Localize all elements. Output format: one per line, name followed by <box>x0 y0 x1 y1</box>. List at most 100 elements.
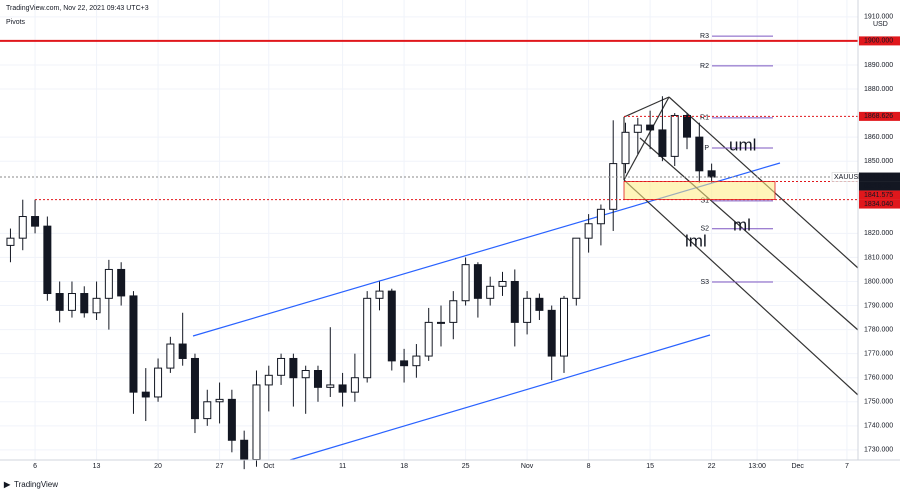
y-tick-label: 1860.000 <box>864 134 893 141</box>
candle-body <box>646 124 655 131</box>
candle-body <box>584 223 593 239</box>
x-tick-label: 6 <box>33 463 37 470</box>
candle-body <box>400 360 409 367</box>
candle-body <box>375 290 384 299</box>
price-badge <box>859 199 900 209</box>
pivot-label: S1 <box>700 198 709 205</box>
candle-body <box>18 216 27 239</box>
candle-body <box>264 374 273 386</box>
candle-body <box>707 170 716 178</box>
candle-body <box>166 343 175 369</box>
y-tick-label: 1750.000 <box>864 399 893 406</box>
candle-body <box>227 398 236 441</box>
pivot-label: R3 <box>700 33 709 40</box>
candle-body <box>301 370 310 379</box>
x-tick-label: Oct <box>263 463 274 470</box>
candle-body <box>621 131 630 165</box>
x-tick-label: 8 <box>587 463 591 470</box>
candle-body <box>609 163 618 210</box>
header: TradingView.com, Nov 22, 2021 09:43 UTC+… <box>6 5 149 12</box>
candle-body <box>129 295 138 393</box>
candle-body <box>141 391 150 398</box>
x-tick-label: 18 <box>400 463 408 470</box>
candle-body <box>486 285 495 299</box>
candle-body <box>190 357 199 420</box>
x-tick-label: 11 <box>339 463 346 470</box>
price-badge <box>859 111 900 121</box>
x-tick-label: 22 <box>708 463 716 470</box>
candle-body <box>658 129 667 157</box>
pivot-label: S3 <box>700 279 709 286</box>
candle-body <box>523 297 532 323</box>
candle-body <box>412 355 421 367</box>
candle-body <box>387 290 396 362</box>
pivot-label: P <box>704 145 709 152</box>
y-tick-label: 1810.000 <box>864 254 893 261</box>
candle-body <box>560 297 569 357</box>
candle-body <box>461 264 470 302</box>
candle-body <box>510 280 519 323</box>
candle-body <box>215 398 224 403</box>
x-tick-label: 25 <box>462 463 470 470</box>
y-tick-label: 1740.000 <box>864 423 893 430</box>
y-tick-label: 1730.000 <box>864 447 893 454</box>
candle-body <box>55 293 64 311</box>
y-tick-label: 1910.000 <box>864 14 893 21</box>
price-badge <box>859 190 900 200</box>
x-tick-label: 13:00 <box>748 463 766 470</box>
annotation: ml <box>733 215 751 234</box>
countdown-badge <box>859 181 900 191</box>
price-badge-label: 1900.000 <box>864 38 893 45</box>
pivot-label: R2 <box>700 63 709 70</box>
candles <box>6 96 716 470</box>
candle-body <box>6 237 15 246</box>
candle-body <box>80 293 89 314</box>
candle-body <box>473 264 482 299</box>
x-tick-label: Dec <box>791 463 804 470</box>
indicator-label: Pivots <box>6 19 26 26</box>
y-tick-label: 1760.000 <box>864 375 893 382</box>
candle-body <box>670 114 679 157</box>
candle-body <box>547 309 556 357</box>
candle-body <box>424 321 433 357</box>
x-tick-label: 20 <box>154 463 162 470</box>
candle-body <box>338 384 347 393</box>
candle-body <box>449 300 458 323</box>
price-badge-label: 1868.626 <box>864 113 893 120</box>
footer-logo: TradingView <box>14 480 58 489</box>
price-badge <box>859 36 900 46</box>
y-tick-label: 1800.000 <box>864 278 893 285</box>
x-tick-label: 27 <box>216 463 224 470</box>
candle-body <box>498 280 507 287</box>
candle-body <box>363 297 372 379</box>
pitchfork-handle <box>623 96 670 181</box>
y-tick-label: 1780.000 <box>864 326 893 333</box>
candle-body <box>117 268 126 297</box>
candle-body <box>178 343 187 359</box>
pitchfork-lower <box>623 179 859 396</box>
annotation: uml <box>729 135 756 154</box>
y-tick-label: 1890.000 <box>864 62 893 69</box>
candle-body <box>31 216 40 227</box>
pitchfork-median <box>639 137 859 331</box>
pivot-label: R1 <box>700 115 709 122</box>
candle-body <box>572 237 581 299</box>
x-tick-label: 7 <box>845 463 849 470</box>
symbol-label: XAUUSD <box>834 174 863 181</box>
candle-body <box>252 384 261 461</box>
candle-body <box>633 124 642 133</box>
candle-body <box>436 321 445 324</box>
candle-body <box>350 377 359 393</box>
candle-body <box>104 268 113 299</box>
currency: USD <box>873 21 888 28</box>
y-tick-label: 1850.000 <box>864 158 893 165</box>
candle-body <box>203 401 212 420</box>
y-tick-label: 1880.000 <box>864 86 893 93</box>
candle-body <box>596 208 605 225</box>
candle-body <box>43 225 52 295</box>
candle-body <box>313 370 322 388</box>
candle-body <box>535 297 544 311</box>
price-badge-label: 1843.410 <box>864 174 893 181</box>
